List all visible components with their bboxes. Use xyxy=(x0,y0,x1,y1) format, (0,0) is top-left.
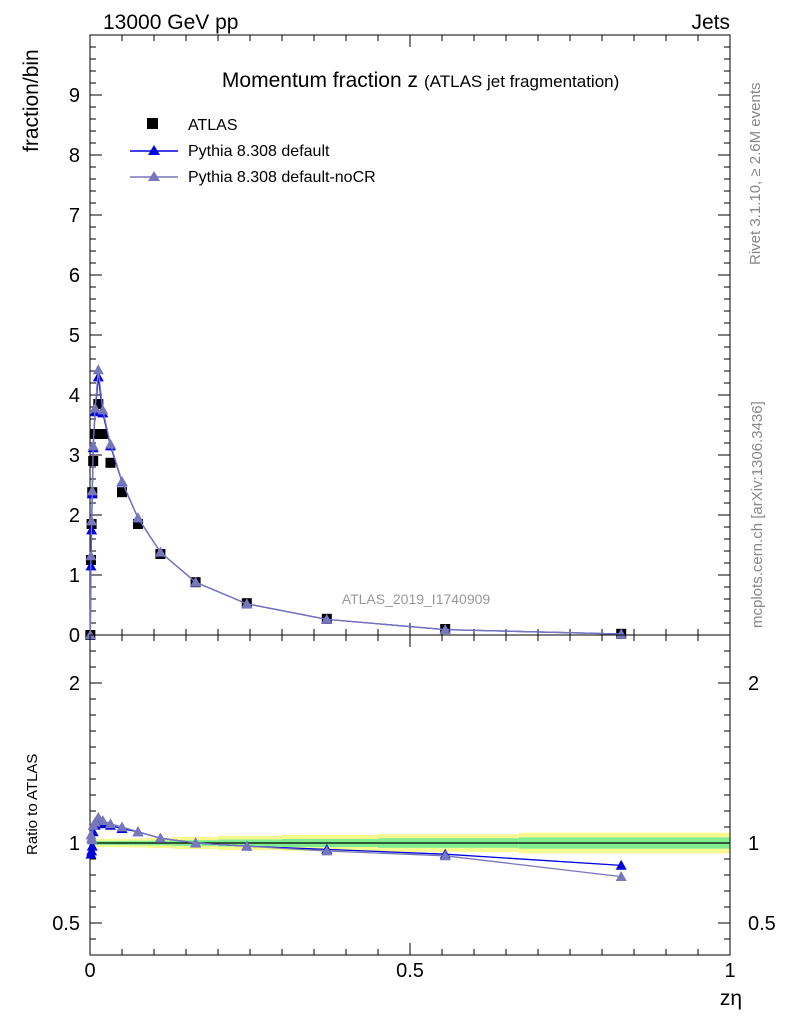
y-tick-label: 7 xyxy=(69,205,80,227)
data-point xyxy=(116,475,128,486)
main-series-2 xyxy=(84,364,627,640)
mcplots-label: mcplots.cern.ch [arXiv:1306.3436] xyxy=(749,401,766,628)
data-point xyxy=(241,840,253,851)
data-point xyxy=(84,629,96,640)
rivet-label: Rivet 3.1.10, ≥ 2.6M events xyxy=(747,83,764,266)
data-point xyxy=(104,438,116,449)
data-point xyxy=(615,628,627,639)
x-axis-label: zη xyxy=(720,987,742,1010)
data-point xyxy=(86,485,98,496)
y-tick-label: 5 xyxy=(69,325,80,347)
y-tick-label: 4 xyxy=(69,385,80,407)
data-point xyxy=(439,850,451,861)
legend-label-nocr: Pythia 8.308 default-noCR xyxy=(188,169,376,186)
ratio-y-axis: 0.5 0.5 1 1 2 2 xyxy=(52,650,776,940)
x-tick-label: 0 xyxy=(84,960,95,982)
y-tick-label: 2 xyxy=(69,505,80,527)
main-title: Momentum fraction z xyxy=(222,69,418,92)
y-tick-label: 6 xyxy=(69,265,80,287)
y-tick-label-right: 0.5 xyxy=(748,913,776,935)
data-point xyxy=(89,402,101,413)
data-point xyxy=(104,818,116,829)
ratio-series xyxy=(85,811,627,881)
data-point xyxy=(86,840,98,851)
data-point xyxy=(241,598,253,609)
legend-entry-default: Pythia 8.308 default xyxy=(130,143,330,160)
y-tick-label: 3 xyxy=(69,445,80,467)
data-point xyxy=(105,457,116,468)
analysis-watermark: ATLAS_2019_I1740909 xyxy=(342,591,491,607)
legend-label-default: Pythia 8.308 default xyxy=(188,143,330,160)
data-point xyxy=(132,826,144,837)
ratio-frame xyxy=(89,634,731,956)
main-subtitle: (ATLAS jet fragmentation) xyxy=(424,72,619,91)
data-point xyxy=(93,399,104,409)
energy-label: 13000 GeV pp xyxy=(103,11,238,34)
data-point xyxy=(190,576,202,587)
main-y-axis: 0 1 2 3 4 5 6 7 8 9 xyxy=(69,34,731,647)
y-tick-label: 8 xyxy=(69,145,80,167)
data-point xyxy=(97,429,108,439)
x-tick-label: 0.5 xyxy=(396,960,424,982)
data-point xyxy=(439,624,451,634)
legend-label-atlas: ATLAS xyxy=(188,117,238,134)
data-point xyxy=(86,515,98,526)
data-point xyxy=(117,487,127,498)
data-point xyxy=(92,364,104,375)
data-point xyxy=(190,837,202,848)
main-series xyxy=(84,364,627,640)
y-tick-label-right: 1 xyxy=(748,833,759,855)
y-tick-label-right: 2 xyxy=(748,673,759,695)
ratio-y-label: Ratio to ATLAS xyxy=(24,754,41,855)
ratio-series-1 xyxy=(85,811,627,881)
main-panel: 0 1 2 3 4 5 6 7 8 9 Momentum fraction z (ATLAS je… xyxy=(20,34,731,647)
y-tick-label: 1 xyxy=(69,833,80,855)
legend-entry-nocr: Pythia 8.308 default-noCR xyxy=(130,169,376,186)
legend: ATLAS Pythia 8.308 default Pythia 8.308 … xyxy=(130,117,376,186)
data-point xyxy=(615,859,627,870)
data-point xyxy=(615,871,627,881)
data-point xyxy=(86,834,98,845)
series-line xyxy=(90,816,622,878)
data-point xyxy=(97,815,109,825)
legend-square-marker xyxy=(147,118,158,129)
legend-triangle-marker xyxy=(148,145,160,155)
data-point xyxy=(133,519,143,529)
data-point xyxy=(85,550,97,561)
data-point xyxy=(116,821,128,832)
data-point xyxy=(321,613,333,624)
x-tick-label: 1 xyxy=(724,960,735,982)
y-tick-label: 2 xyxy=(69,673,80,695)
y-tick-label: 9 xyxy=(69,85,80,107)
ratio-x-axis: 0 0.5 1 xyxy=(84,635,736,982)
main-y-label: fraction/bin xyxy=(20,49,43,152)
main-frame xyxy=(89,34,731,636)
legend-entry-atlas: ATLAS xyxy=(147,117,238,134)
data-point xyxy=(87,440,99,451)
y-tick-label: 0.5 xyxy=(52,913,80,935)
ratio-panel: 0.5 0.51 12 2 0 0.5 1 Ratio to ATLAS zη xyxy=(24,634,776,1010)
data-point xyxy=(132,512,144,523)
data-point xyxy=(321,845,333,856)
data-point xyxy=(97,404,109,415)
y-tick-label: 1 xyxy=(69,565,80,587)
uncertainty-bands xyxy=(90,832,730,854)
data-point xyxy=(90,429,101,439)
data-point xyxy=(154,546,166,557)
process-label: Jets xyxy=(691,11,730,34)
data-point xyxy=(154,832,166,843)
legend-triangle-marker xyxy=(148,171,160,181)
y-tick-label: 0 xyxy=(69,625,80,647)
